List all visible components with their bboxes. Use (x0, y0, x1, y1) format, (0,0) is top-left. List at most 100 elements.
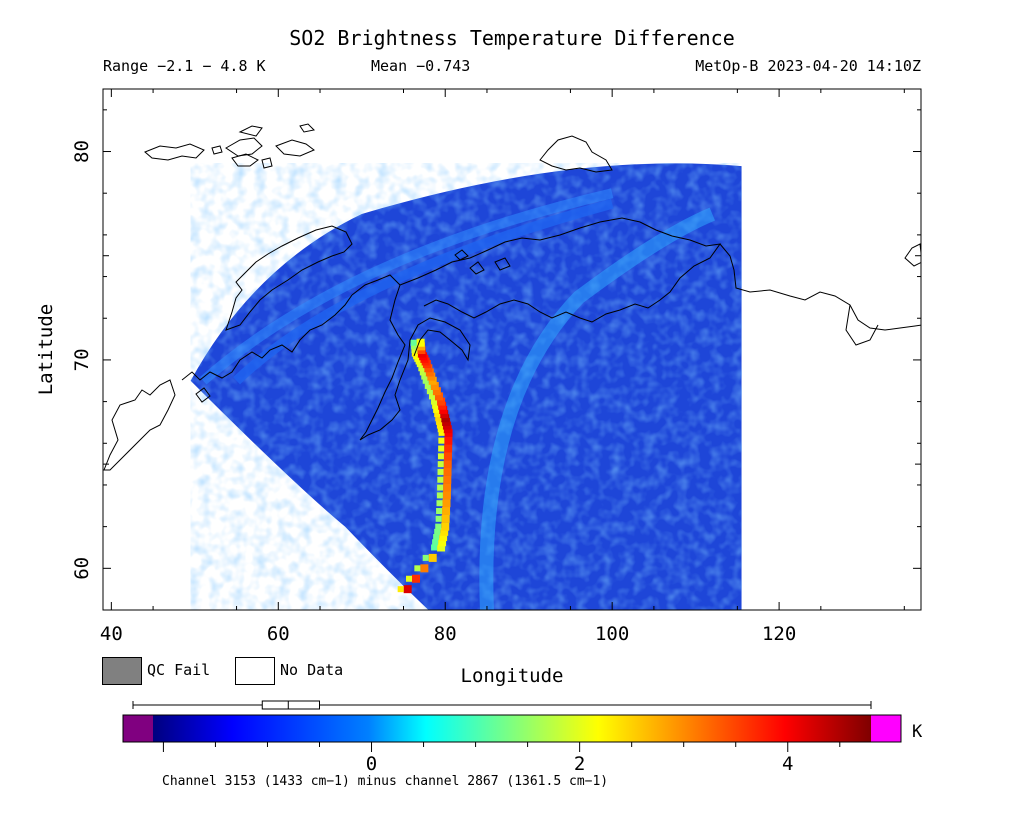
channel-footnote: Channel 3153 (1433 cm−1) minus channel 2… (162, 774, 609, 789)
plume-cell (406, 575, 413, 582)
plume-cell (438, 538, 447, 547)
plume-cell (441, 514, 450, 523)
colorbar-over-swatch (871, 715, 901, 742)
plume-cell (437, 397, 446, 406)
plume-cell (442, 491, 451, 500)
colorbar-tick-label: 0 (366, 753, 377, 775)
plume-cell (436, 422, 443, 429)
axes: 40 60 80 100 120 60 70 80 Latitude (35, 89, 921, 645)
plume-cell (420, 564, 429, 573)
plume-cell (433, 534, 440, 541)
plume-cell (403, 585, 412, 594)
plume-cell (434, 411, 441, 418)
plume-cell (440, 410, 449, 419)
plume-cell (432, 402, 439, 409)
plume-cell (411, 343, 418, 350)
plume-cell (438, 429, 445, 436)
plume-cell (438, 445, 445, 452)
plume-cell (425, 368, 434, 377)
plume-cell (437, 543, 446, 552)
plume-cell (437, 484, 444, 491)
plume-cell (427, 372, 436, 381)
x-axis-label: Longitude (460, 665, 564, 687)
x-tick-label: 60 (267, 623, 290, 645)
plume-cell (411, 347, 418, 354)
iqr-box (261, 700, 320, 710)
plume-cell (444, 444, 453, 453)
no-data-swatch (235, 657, 275, 685)
plume-cell (436, 492, 443, 499)
plume-cell (432, 539, 439, 546)
plume-cell (431, 544, 438, 551)
so2-plume (397, 338, 453, 594)
chart-title: SO2 Brightness Temperature Difference (289, 26, 735, 50)
plume-cell (443, 483, 452, 492)
colorbar-frame (122, 714, 902, 743)
plume-cell (443, 452, 452, 461)
plume-cell (419, 369, 426, 376)
swath-arc (479, 207, 716, 610)
colorbar-unit: K (912, 722, 923, 742)
swath-arc (199, 188, 614, 385)
plume-cell (418, 365, 425, 372)
colorbar-under-swatch (123, 715, 153, 742)
plume-cell (436, 508, 443, 515)
plume-cell (436, 418, 443, 425)
y-tick-label: 60 (71, 557, 93, 580)
plume-cell (437, 453, 444, 460)
plume-cell (428, 376, 437, 385)
plume-cell (437, 461, 444, 468)
plume-cell (428, 553, 437, 562)
plume-cell (441, 414, 450, 423)
swath-heatmap (190, 163, 742, 610)
plume-cell (424, 364, 433, 373)
satellite-time-text: MetOp-B 2023-04-20 14:10Z (695, 57, 921, 75)
plume-cell (443, 475, 452, 484)
plume-cell (434, 528, 441, 535)
plume-cell (443, 467, 452, 476)
plume-cell (439, 405, 448, 414)
plume-cell (412, 574, 421, 583)
plume-cell (444, 436, 453, 445)
plume-cell (437, 476, 444, 483)
plume-cell (422, 554, 429, 561)
plume-cell (432, 387, 441, 396)
plume-cell (422, 377, 429, 384)
colorbar-gradient (153, 715, 871, 742)
plume-cell (414, 565, 421, 572)
plume-cell (426, 388, 433, 395)
plume-cell (440, 527, 449, 536)
plume-cell (435, 523, 442, 530)
no-data-label: No Data (280, 661, 344, 679)
y-tick-label: 80 (71, 140, 93, 163)
y-tick-label: 70 (71, 348, 93, 371)
plume-cell (431, 398, 438, 405)
plume-cell (428, 393, 435, 400)
plume-cell (436, 500, 443, 507)
plume-cell (430, 381, 439, 390)
plume-cell (397, 586, 404, 593)
plume-cell (421, 373, 428, 380)
plume-cell (416, 338, 425, 347)
plume-cell (433, 406, 440, 413)
plume-cell (442, 499, 451, 508)
swath-arc (233, 198, 614, 385)
x-tick-label: 80 (434, 623, 457, 645)
plume-cell (438, 401, 447, 410)
plume-cell (441, 522, 450, 531)
plume-cell (410, 339, 417, 346)
plume-cell (439, 533, 448, 542)
colorbar-tick-label: 4 (782, 753, 793, 775)
qc-fail-swatch (102, 657, 142, 685)
plume-cell (443, 460, 452, 469)
x-tick-label: 120 (762, 623, 796, 645)
colorbar-tick-label: 2 (574, 753, 585, 775)
coastlines (103, 123, 921, 471)
plume-cell (434, 392, 443, 401)
x-tick-label: 100 (595, 623, 629, 645)
colorbar: K 0 2 4 (122, 700, 923, 775)
plume-cell (437, 426, 444, 433)
plume-cell (437, 468, 444, 475)
y-axis-label: Latitude (35, 304, 57, 396)
